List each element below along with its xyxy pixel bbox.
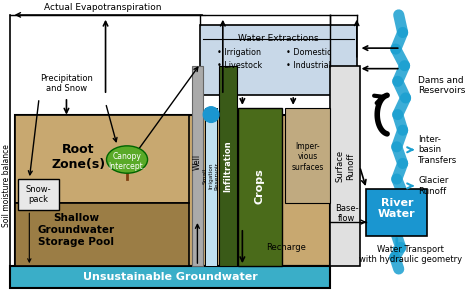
- Circle shape: [203, 107, 219, 122]
- Bar: [18, 179, 59, 210]
- Text: • Irrigation: • Irrigation: [217, 48, 261, 57]
- Text: Small
Irrigation
Reservoir: Small Irrigation Reservoir: [203, 162, 219, 190]
- Text: Recharge: Recharge: [266, 243, 306, 252]
- Text: • Domestic: • Domestic: [286, 48, 332, 57]
- Bar: [15, 203, 189, 266]
- Text: Water Transport
with hydraulic geometry: Water Transport with hydraulic geometry: [359, 245, 462, 264]
- Bar: [238, 108, 283, 266]
- Text: Precipitation
and Snow: Precipitation and Snow: [40, 74, 93, 93]
- Text: Root: Root: [62, 143, 94, 156]
- Text: Glacier
Runoff: Glacier Runoff: [418, 176, 449, 196]
- Bar: [205, 108, 217, 266]
- Text: Surface
Runoff: Surface Runoff: [335, 150, 355, 182]
- Text: Shallow: Shallow: [53, 213, 99, 223]
- Bar: [15, 114, 189, 203]
- Text: Well: Well: [193, 153, 202, 170]
- Bar: [330, 66, 360, 266]
- Bar: [10, 266, 330, 288]
- Text: Intercept.: Intercept.: [109, 162, 146, 171]
- Text: Actual Evapotranspiration: Actual Evapotranspiration: [44, 3, 161, 12]
- Bar: [285, 108, 330, 203]
- Text: Dams and
Reservoirs: Dams and Reservoirs: [418, 76, 465, 95]
- Text: Water Extractions: Water Extractions: [238, 34, 319, 44]
- Text: Imper-
vious
surfaces: Imper- vious surfaces: [292, 142, 324, 171]
- Bar: [219, 66, 237, 266]
- Bar: [201, 25, 357, 95]
- Bar: [191, 66, 203, 266]
- Ellipse shape: [107, 146, 147, 173]
- Text: Storage Pool: Storage Pool: [38, 237, 114, 247]
- Text: Unsustainable Groundwater: Unsustainable Groundwater: [82, 272, 257, 282]
- Text: Canopy: Canopy: [113, 152, 141, 161]
- Text: • Industrial: • Industrial: [286, 61, 331, 70]
- Text: Crops: Crops: [255, 168, 265, 204]
- Text: Groundwater: Groundwater: [37, 225, 115, 235]
- Text: Soil moisture balance: Soil moisture balance: [2, 145, 11, 227]
- Text: Zone(s): Zone(s): [51, 158, 105, 171]
- Text: • Livestock: • Livestock: [217, 61, 262, 70]
- Text: Base-
flow: Base- flow: [335, 204, 359, 223]
- Bar: [366, 189, 427, 236]
- Text: Infiltration: Infiltration: [223, 140, 232, 192]
- Text: Snow-
pack: Snow- pack: [25, 185, 51, 204]
- Text: River
Water: River Water: [378, 198, 416, 219]
- Text: Inter-
basin
Transfers: Inter- basin Transfers: [418, 135, 457, 165]
- Bar: [15, 114, 330, 266]
